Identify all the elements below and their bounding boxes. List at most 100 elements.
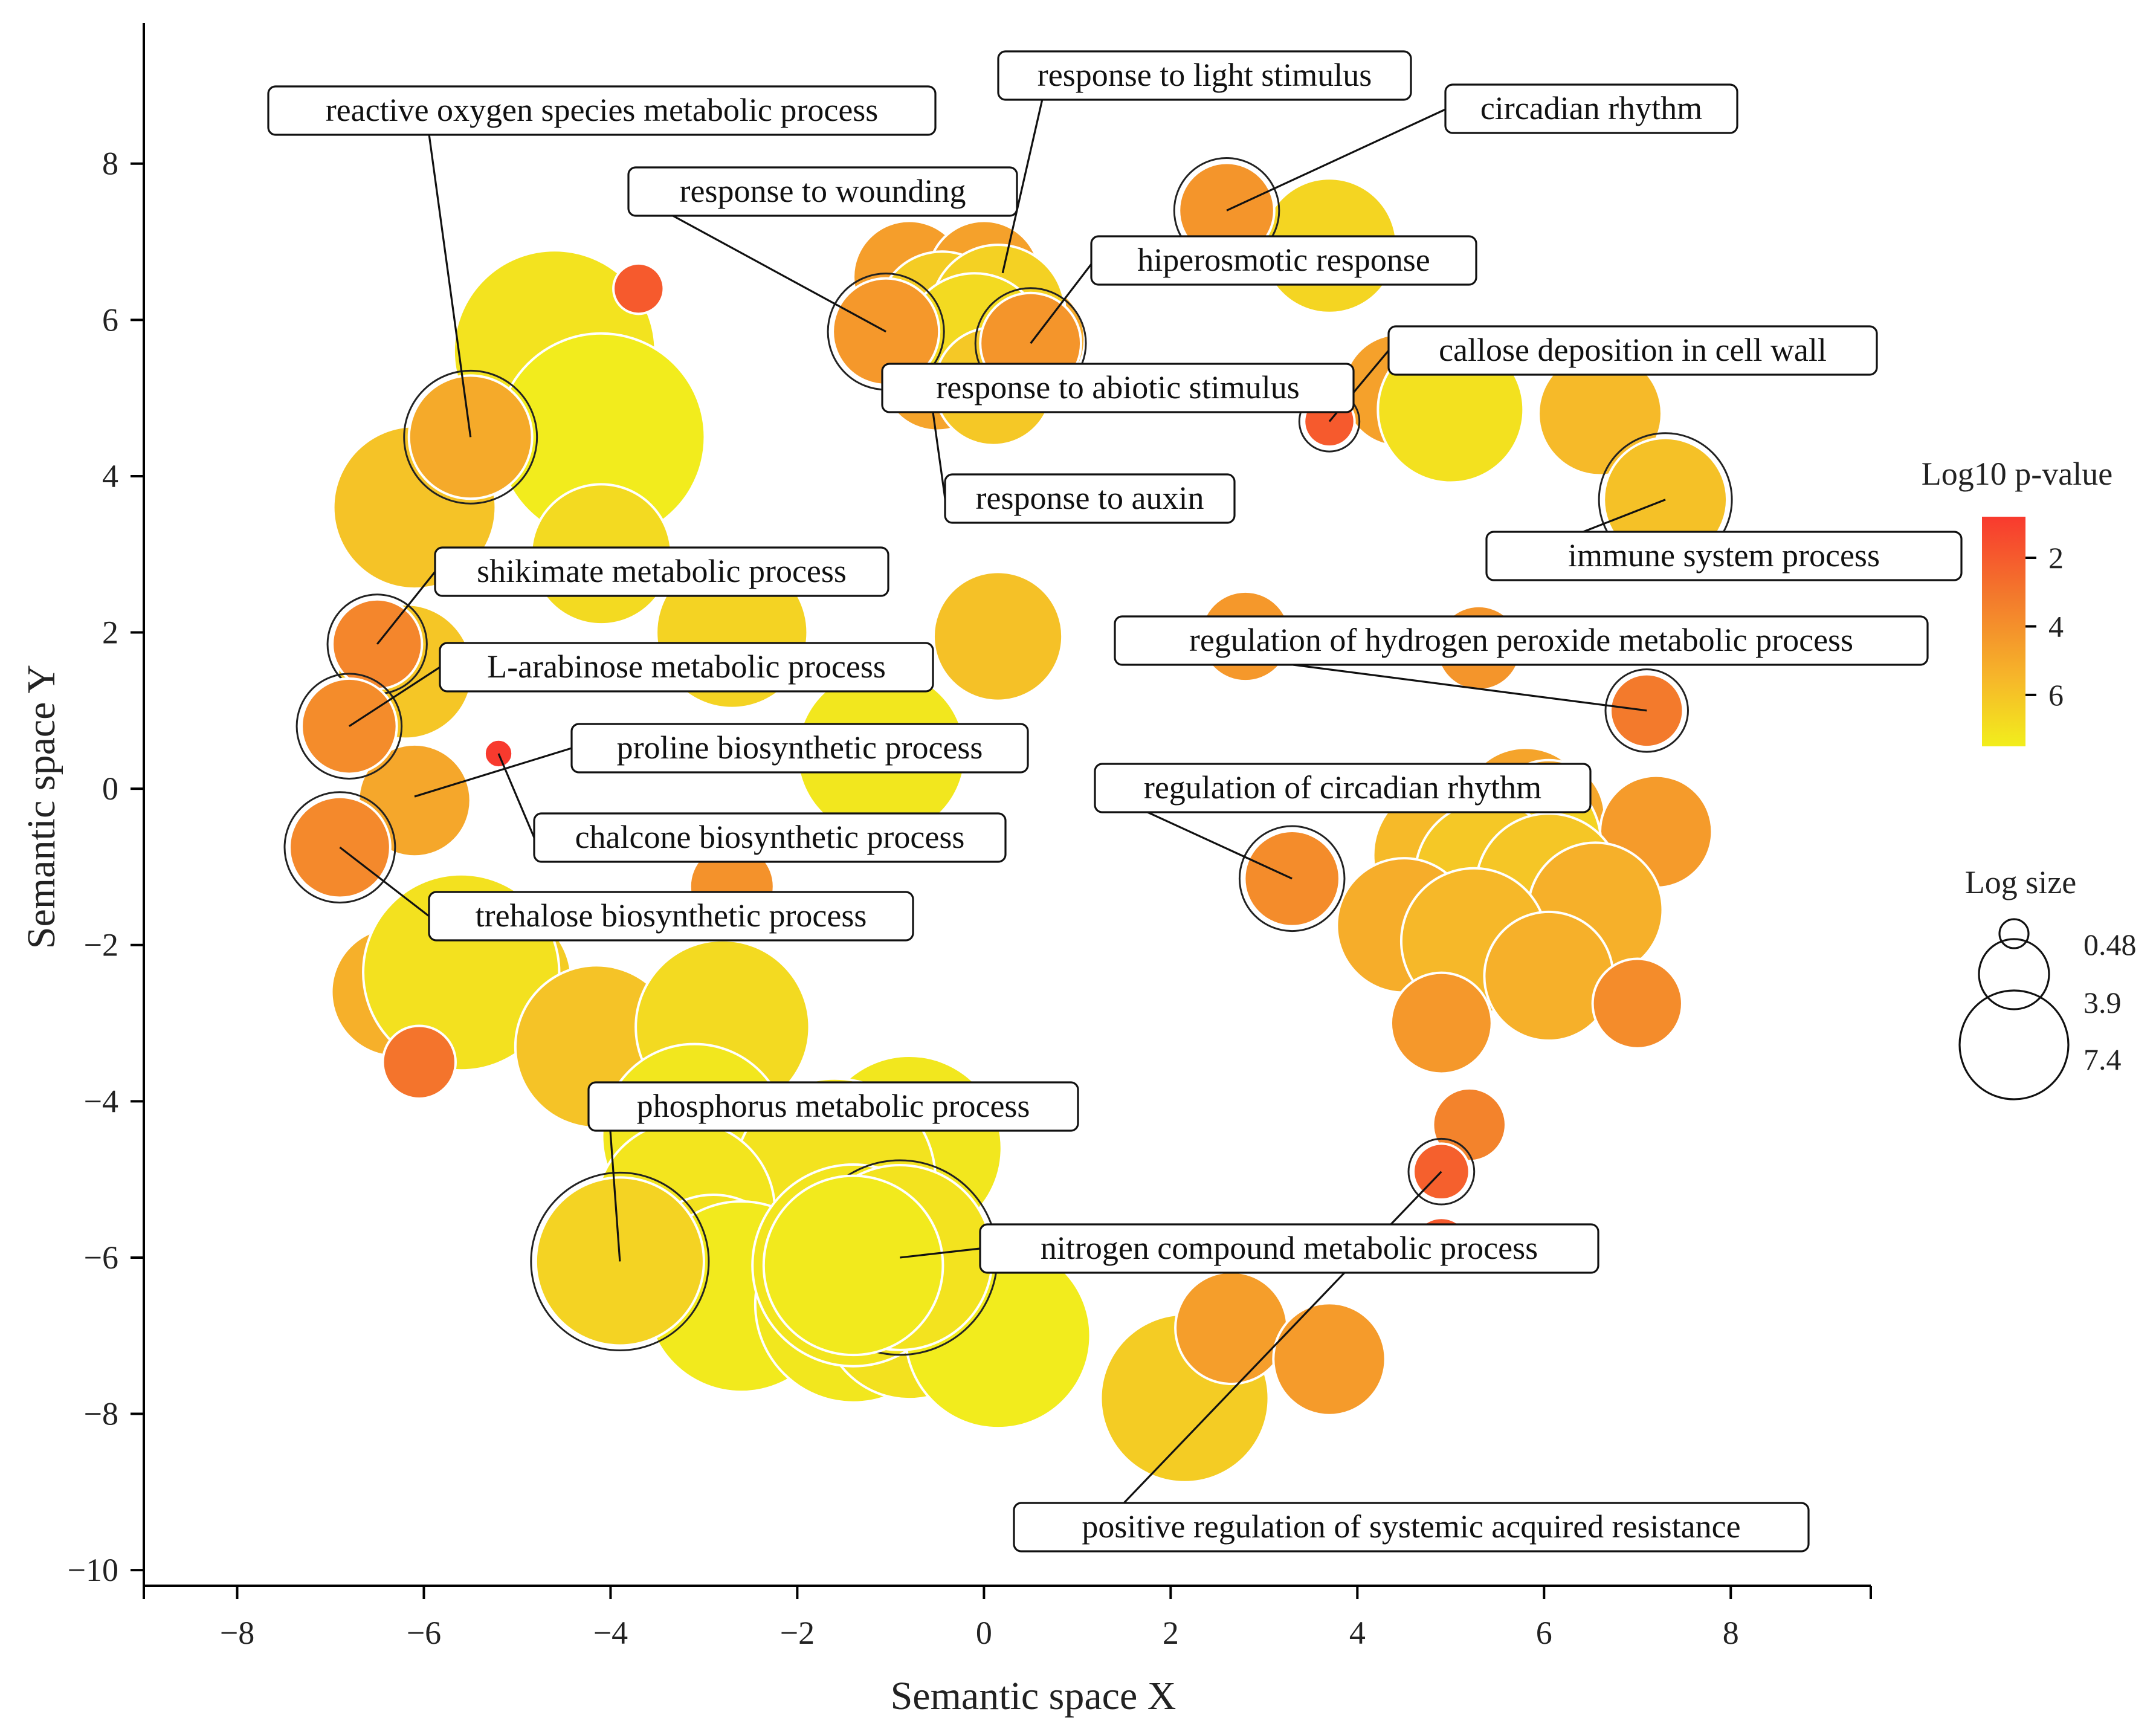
annotation-label: immune system process (1568, 537, 1880, 574)
annotation-label: positive regulation of systemic acquired… (1082, 1508, 1740, 1545)
x-tick-label: 0 (976, 1615, 992, 1651)
go-term-bubble (1272, 1302, 1387, 1417)
size-legend-circle-medium (1978, 938, 2050, 1010)
color-legend-bar (1982, 517, 2025, 746)
color-legend-title: Log10 p-value (1922, 456, 2112, 492)
annotation-label: circadian rhythm (1480, 90, 1702, 126)
highlight-ring (403, 369, 538, 505)
annotation-label: chalcone biosynthetic process (575, 819, 965, 855)
annotation-box (1013, 1502, 1810, 1553)
annotation-leader-line (1293, 664, 1647, 712)
y-tick-label: −2 (84, 927, 118, 963)
y-tick-label: −8 (84, 1396, 118, 1432)
color-legend: Log10 p-value 2 4 6 (1922, 456, 2112, 746)
annotation-box (1114, 615, 1929, 666)
annotation-box (1090, 235, 1477, 286)
annotation-label: regulation of circadian rhythm (1144, 769, 1541, 806)
y-tick-label: 2 (102, 615, 118, 651)
color-legend-ticks: 2 4 6 (2025, 541, 2064, 712)
annotation-leader-line (348, 666, 441, 728)
annotation-leader-line (497, 753, 535, 838)
go-term-bubble (932, 570, 1064, 702)
annotation-leader-line (376, 571, 436, 645)
size-legend: Log size 0.48 3.9 7.4 (1958, 864, 2137, 1100)
annotation-box (881, 363, 1355, 413)
size-legend-title: Log size (1965, 864, 2076, 900)
size-legend-label-small: 0.48 (2083, 928, 2137, 961)
y-tick-label: 6 (102, 302, 118, 338)
annotation-leader-line (900, 1247, 981, 1259)
annotation-leader-line (1583, 499, 1666, 533)
annotation-leader-line (1001, 99, 1044, 274)
annotation-label: nitrogen compound metabolic process (1041, 1230, 1538, 1266)
annotation-label: regulation of hydrogen peroxide metaboli… (1189, 622, 1853, 658)
annotation-box (267, 85, 937, 136)
y-tick-label: −6 (84, 1239, 118, 1276)
annotation-box (627, 166, 1018, 217)
annotation-box (979, 1223, 1599, 1274)
go-term-bubble (762, 1174, 944, 1357)
size-legend-circle-large (1958, 989, 2070, 1100)
x-tick-label: −8 (220, 1615, 254, 1651)
annotation-label: hiperosmotic response (1137, 242, 1430, 278)
highlight-ring (1604, 668, 1689, 753)
x-tick-label: −6 (407, 1615, 441, 1651)
annotation-leader-line (339, 846, 430, 917)
go-term-bubble (407, 374, 534, 500)
x-tick-label: −4 (593, 1615, 628, 1651)
annotation-label: response to auxin (976, 480, 1204, 516)
annotation-label: shikimate metabolic process (477, 553, 847, 589)
go-term-bubble (1483, 910, 1615, 1042)
color-legend-tick-label: 6 (2048, 678, 2064, 712)
ticks-layer: −8 −6 −4 −2 0 2 4 6 8 8 6 4 2 0 −2 −4 −6 −8 −10 (68, 146, 1872, 1651)
annotation-label: proline biosynthetic process (617, 729, 983, 766)
annotation-leader-line (414, 747, 572, 798)
annotation-label: response to wounding (680, 173, 966, 209)
annotation-box (533, 812, 1007, 863)
annotation-leader-line (931, 409, 946, 499)
x-tick-label: 4 (1349, 1615, 1366, 1651)
highlight-ring (530, 1171, 710, 1351)
annotation-box (439, 642, 934, 693)
annotation-leader-line (1226, 108, 1446, 212)
y-tick-label: −4 (84, 1083, 118, 1119)
annotation-label: L-arabinose metabolic process (487, 648, 886, 685)
annotation-leader-line (609, 1130, 621, 1262)
go-term-bubble (1431, 1087, 1507, 1163)
y-tick-label: 0 (102, 771, 118, 807)
y-tick-label: −10 (68, 1552, 118, 1588)
x-tick-label: 2 (1163, 1615, 1179, 1651)
annotation-box (1485, 531, 1963, 581)
size-legend-label-medium: 3.9 (2083, 986, 2122, 1019)
go-term-bubble (612, 262, 665, 315)
color-legend-tick-label: 4 (2048, 609, 2064, 643)
annotation-label: callose deposition in cell wall (1439, 332, 1827, 368)
go-term-bubble (1389, 971, 1493, 1075)
size-legend-label-large: 7.4 (2083, 1042, 2122, 1076)
annotation-box (944, 473, 1236, 524)
annotation-box (570, 723, 1029, 774)
y-tick-label: 8 (102, 146, 118, 182)
plot-area: reactive oxygen species metabolic proces… (68, 23, 1963, 1651)
x-tick-label: 6 (1536, 1615, 1552, 1651)
color-legend-tick-label: 2 (2048, 541, 2064, 575)
annotation-box (1444, 83, 1738, 134)
annotation-box (428, 891, 914, 942)
labels-layer: reactive oxygen species metabolic proces… (267, 50, 1963, 1553)
annotation-box (1094, 763, 1592, 813)
annotation-label: phosphorus metabolic process (637, 1088, 1030, 1124)
x-tick-label: −2 (780, 1615, 815, 1651)
go-term-bubble (1591, 957, 1683, 1050)
highlight-ring (295, 673, 403, 780)
annotation-box (587, 1081, 1079, 1132)
x-axis-title: Semantic space X (891, 1674, 1176, 1718)
annotation-label: trehalose biosynthetic process (476, 897, 867, 934)
annotation-leader-line (1030, 263, 1093, 344)
highlight-ring (1407, 1137, 1476, 1206)
y-tick-label: 4 (102, 458, 118, 494)
annotation-label: response to abiotic stimulus (936, 369, 1299, 406)
go-term-bubble (1174, 1270, 1289, 1386)
go-term-bubble (381, 1024, 457, 1100)
highlight-ring (283, 791, 396, 904)
